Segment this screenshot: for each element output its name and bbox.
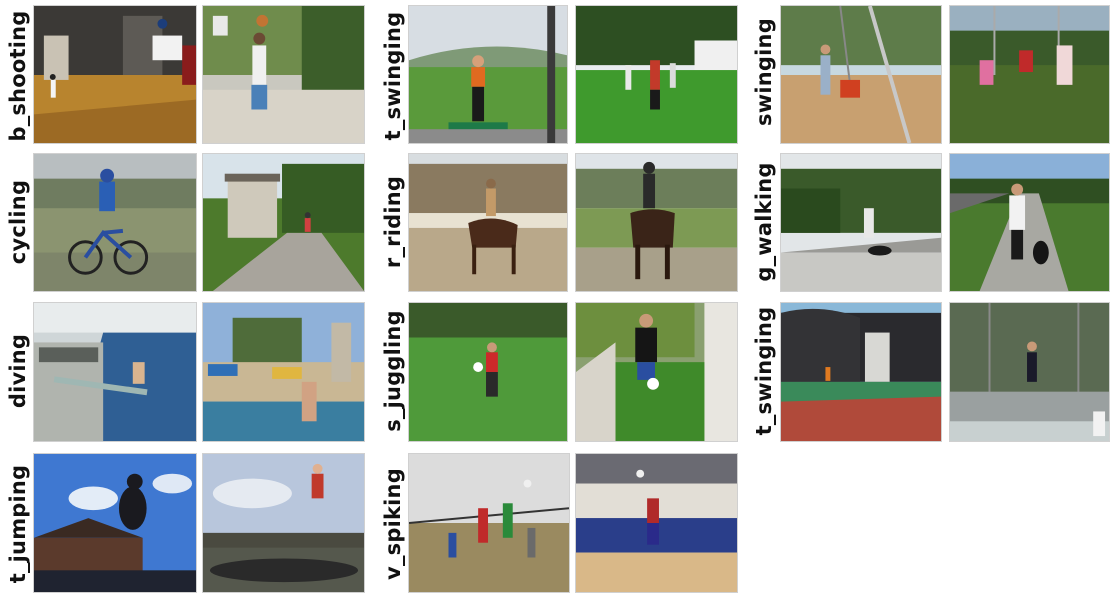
photo-cycling-grass xyxy=(33,153,197,292)
label-v-spiking: v_spiking xyxy=(381,468,405,580)
photo-b-shooting-outdoor xyxy=(202,5,365,144)
label-t-swinging-golf: t_swinging xyxy=(381,11,405,141)
photo-swinging-yard xyxy=(949,5,1110,144)
label-g-walking: g_walking xyxy=(752,162,776,282)
photo-t-jumping-trampoline xyxy=(202,453,365,593)
photo-diving-outdoor-pool xyxy=(202,302,365,442)
label-diving: diving xyxy=(6,333,30,409)
photo-diving-indoor-pool xyxy=(33,302,197,442)
photo-s-juggling-field xyxy=(408,302,568,442)
photo-cycling-path xyxy=(202,153,365,292)
photo-g-walking-sidewalk xyxy=(949,153,1110,292)
photo-swinging-playground xyxy=(780,5,942,144)
photo-b-shooting-gym xyxy=(33,5,197,144)
label-t-jumping: t_jumping xyxy=(6,464,30,584)
photo-v-spiking-beach xyxy=(408,453,570,593)
label-t-swinging-tennis: t_swinging xyxy=(752,306,776,436)
label-s-juggling: s_juggling xyxy=(381,310,405,432)
photo-t-jumping-sky xyxy=(33,453,197,593)
photo-t-swinging-tennis-court xyxy=(780,302,942,442)
label-cycling: cycling xyxy=(6,179,30,265)
photo-s-juggling-courtyard xyxy=(575,302,738,442)
photo-v-spiking-gym xyxy=(575,453,738,593)
photo-r-riding-field xyxy=(575,153,738,292)
label-r-riding: r_riding xyxy=(381,175,405,269)
photo-t-swinging-tennis-wet xyxy=(949,302,1110,442)
label-b-shooting: b_shooting xyxy=(6,10,30,142)
photo-t-swinging-golf-range xyxy=(408,5,568,144)
photo-r-riding-arena xyxy=(408,153,568,292)
label-swinging: swinging xyxy=(752,18,776,126)
photo-g-walking-street xyxy=(780,153,942,292)
photo-t-swinging-golf-lawn xyxy=(575,5,738,144)
